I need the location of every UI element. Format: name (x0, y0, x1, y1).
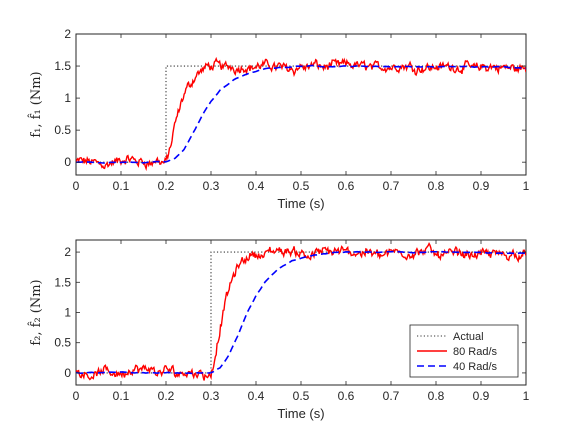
series-layer-top (76, 56, 526, 172)
x-tick-label: 0.8 (428, 389, 445, 403)
x-tick-label: 0.7 (383, 389, 400, 403)
x-tick-label: 0.1 (113, 179, 130, 193)
y-tick-label: 1 (64, 306, 71, 320)
plot-top: 0 0.1 0.2 0.3 0.4 0.5 0.6 0.7 0.8 0.9 1 0 0.5 1 1.5 2 T… (27, 27, 529, 211)
series-40-rad-s-line (76, 250, 526, 375)
series-80-rad-s-line (76, 56, 526, 172)
y-tick-label: 2 (64, 245, 71, 259)
x-tick-label: 0.4 (248, 389, 265, 403)
legend-entry-40-rad-s: 40 Rad/s (453, 361, 498, 373)
x-axis-label-top: Time (s) (277, 196, 324, 211)
x-tick-label: 1 (523, 389, 530, 403)
x-tick-label: 0.6 (338, 389, 355, 403)
x-tick-label: 0.7 (383, 179, 400, 193)
y-tick-label: 0 (64, 155, 71, 169)
y-tick-label: 1 (64, 91, 71, 105)
y-axis-label-bottom: f₂, f̂₂ (Nm) (27, 279, 44, 345)
x-tick-label: 0.2 (158, 179, 175, 193)
x-tick-label: 0.5 (293, 179, 310, 193)
y-tick-label: 1.5 (54, 275, 71, 289)
x-tick-label: 0.9 (473, 389, 490, 403)
series-layer-bottom (76, 242, 526, 381)
y-axis-label-top: f₁, f̂₁ (Nm) (27, 71, 44, 137)
y-tick-label: 0 (64, 366, 71, 380)
x-axis-label-bottom: Time (s) (277, 406, 324, 421)
y-tick-label: 0.5 (54, 123, 71, 137)
x-tick-label: 1 (523, 179, 530, 193)
y-tick-label: 0.5 (54, 336, 71, 350)
x-tick-label: 0.3 (203, 389, 220, 403)
legend-entry-actual: Actual (453, 331, 484, 343)
axes-box-top (75, 33, 527, 176)
x-tick-label: 0.9 (473, 179, 490, 193)
legend-entry-80-rad-s: 80 Rad/s (453, 346, 498, 358)
x-tick-label: 0.3 (203, 179, 220, 193)
x-tick-label: 0.8 (428, 179, 445, 193)
series-40-rad-s-line (76, 64, 526, 164)
x-tick-label: 0.2 (158, 389, 175, 403)
x-tick-label: 0.1 (113, 389, 130, 403)
x-tick-label: 0.4 (248, 179, 265, 193)
x-tick-label: 0.6 (338, 179, 355, 193)
ticks-top: 0 0.1 0.2 0.3 0.4 0.5 0.6 0.7 0.8 0.9 1 0 0.5 1 1.5 2 (54, 27, 529, 193)
legend-box (409, 324, 519, 378)
x-tick-label: 0 (73, 389, 80, 403)
legend: Actual 80 Rad/s 40 Rad/s (409, 324, 519, 378)
x-tick-label: 0 (73, 179, 80, 193)
plot-bottom: 0 0.1 0.2 0.3 0.4 0.5 0.6 0.7 0.8 0.9 1 0 0.5 1 1.5 2 T… (27, 239, 530, 421)
x-tick-label: 0.5 (293, 389, 310, 403)
series-80-rad-s-line (76, 242, 526, 381)
ticks-bottom: 0 0.1 0.2 0.3 0.4 0.5 0.6 0.7 0.8 0.9 1 0 0.5 1 1.5 2 (54, 240, 530, 403)
y-tick-label: 2 (64, 27, 71, 41)
y-tick-label: 1.5 (54, 59, 71, 73)
